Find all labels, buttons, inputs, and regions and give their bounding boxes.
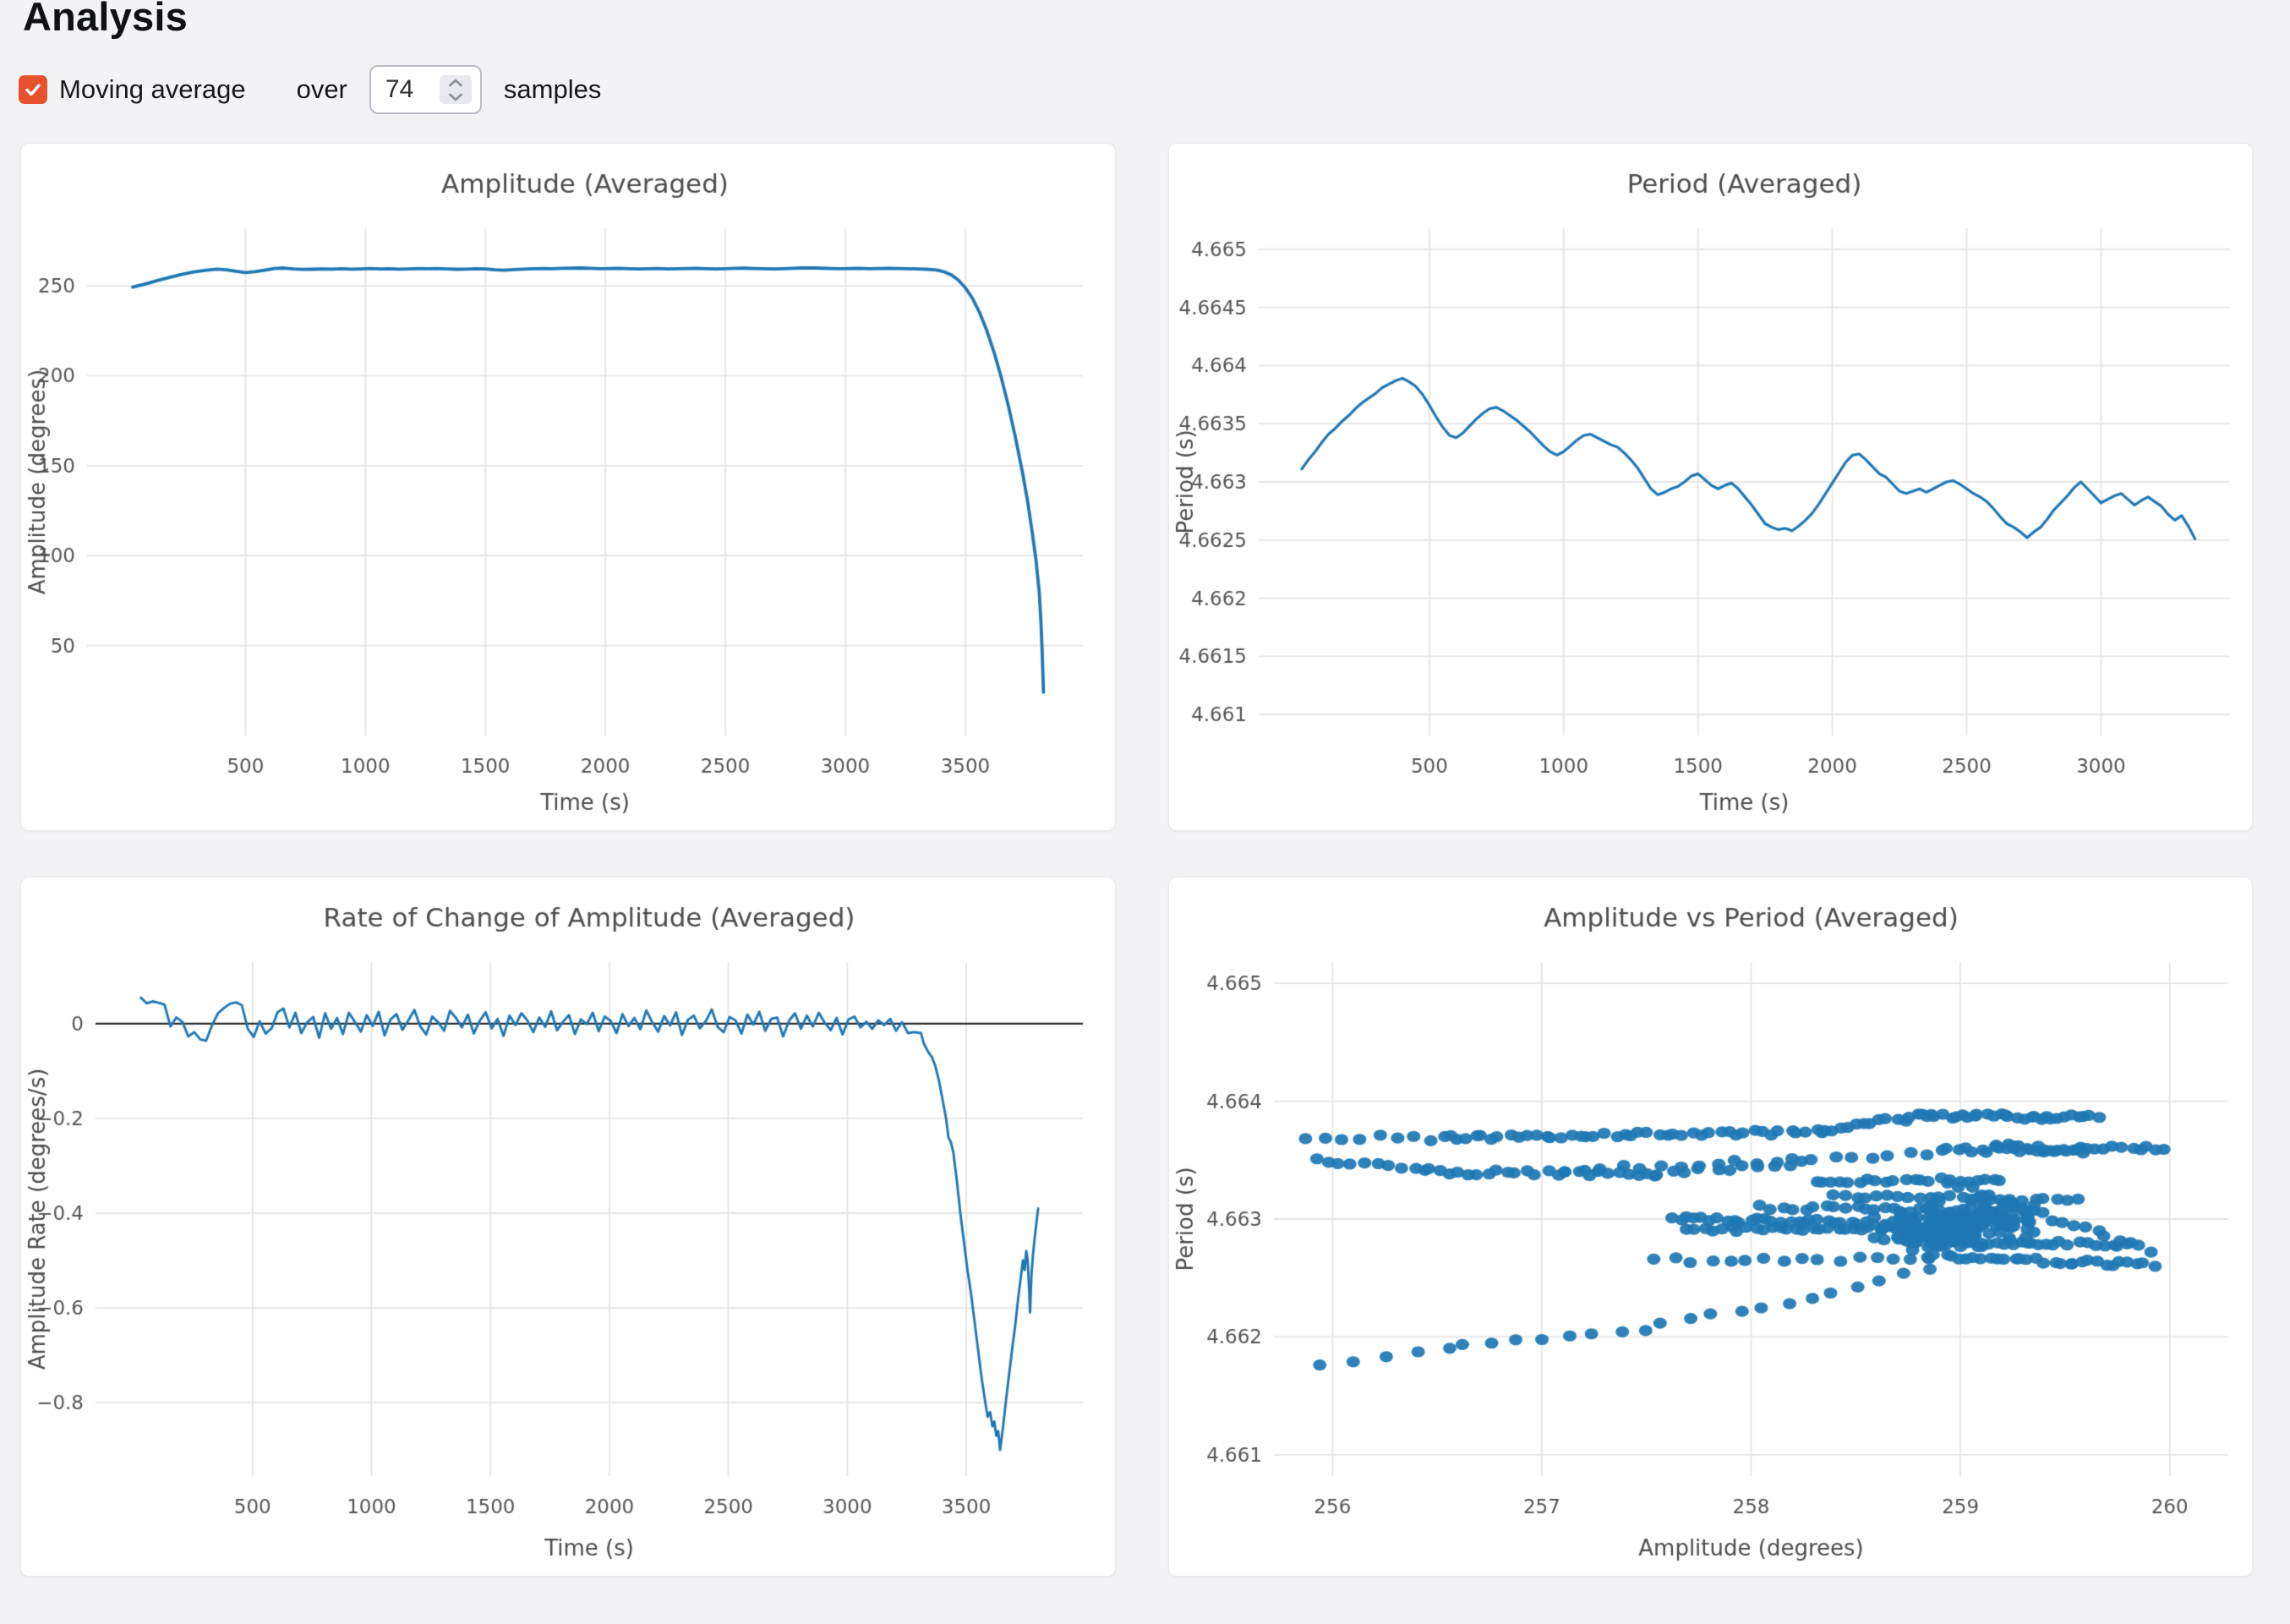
period-chart-canvas <box>1169 144 2252 830</box>
amplitude-chart-card <box>20 143 1116 831</box>
chevron-up-icon <box>448 79 463 87</box>
chevron-down-icon <box>448 93 463 101</box>
samples-label: samples <box>503 74 602 104</box>
amplitude-chart-canvas <box>21 144 1115 830</box>
moving-average-label: Moving average <box>59 74 246 104</box>
spinner-up-button[interactable] <box>440 75 472 90</box>
period-chart-card <box>1168 143 2253 831</box>
amplitude-vs-period-chart-card <box>1168 877 2253 1577</box>
page-title: Analysis <box>23 0 188 39</box>
moving-average-checkbox[interactable] <box>19 75 47 104</box>
over-label: over <box>296 74 347 104</box>
samples-value-field[interactable] <box>385 67 432 112</box>
amplitude-rate-chart-canvas <box>21 878 1115 1576</box>
number-spinner <box>439 75 472 104</box>
amplitude-rate-chart-card <box>20 877 1116 1577</box>
amplitude-vs-period-chart-canvas <box>1169 878 2252 1576</box>
controls-row: Moving average over samples <box>19 64 601 115</box>
samples-number-input[interactable] <box>369 65 482 114</box>
checkmark-icon <box>23 79 43 100</box>
spinner-down-button[interactable] <box>440 90 472 104</box>
